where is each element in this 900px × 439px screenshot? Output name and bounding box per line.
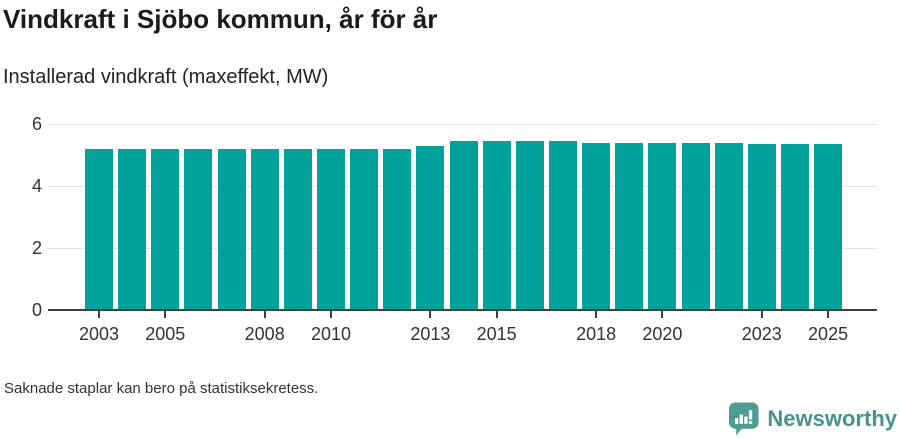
x-tick	[495, 311, 498, 318]
x-tick-label: 2018	[576, 324, 617, 344]
bar-2003	[85, 149, 113, 310]
bar-2016	[515, 141, 544, 310]
bar-2022	[714, 143, 743, 310]
bar-2017	[549, 141, 577, 310]
x-tick-label: 2008	[244, 324, 285, 344]
bar-2009	[283, 149, 312, 310]
bar-2008	[250, 149, 279, 310]
x-tick	[661, 311, 664, 318]
x-tick-label: 2015	[476, 324, 517, 344]
bar-2007	[217, 149, 246, 310]
gridline	[48, 123, 877, 125]
x-tick-label: 2005	[145, 324, 186, 344]
bar-2023	[747, 144, 776, 310]
y-axis-label: 4	[31, 176, 42, 196]
bar-2014	[449, 141, 478, 310]
x-tick	[827, 311, 830, 318]
y-axis-label: 6	[31, 114, 42, 134]
bar-2005	[151, 149, 180, 310]
footer-note: Saknade staplar kan bero på statistiksek…	[4, 380, 319, 397]
x-tick	[429, 311, 432, 318]
bar-2013	[416, 146, 445, 310]
newsworthy-wordmark: Newsworthy	[767, 406, 897, 431]
bar-2018	[582, 143, 611, 310]
y-axis-label: 0	[31, 300, 42, 320]
x-tick-label: 2020	[642, 324, 683, 344]
x-tick	[98, 311, 100, 318]
x-tick	[760, 311, 763, 318]
bar-2025	[814, 144, 843, 310]
y-axis-label: 2	[31, 238, 42, 258]
bar-2010	[317, 149, 345, 310]
bar-2021	[681, 143, 710, 310]
x-axis-line	[48, 309, 877, 311]
chart-title: Vindkraft i Sjöbo kommun, år för år	[3, 4, 438, 34]
x-tick	[595, 311, 598, 318]
x-tick-label: 2023	[741, 324, 782, 344]
bar-2020	[648, 143, 677, 310]
x-tick	[164, 311, 167, 318]
bar-2019	[615, 143, 644, 310]
bar-2011	[350, 149, 379, 310]
bar-2015	[482, 141, 511, 310]
x-tick-label: 2025	[808, 324, 849, 344]
x-tick-label: 2003	[78, 324, 120, 344]
bar-2012	[383, 149, 412, 310]
x-tick	[329, 311, 332, 318]
bar-2006	[184, 149, 213, 310]
x-tick-label: 2010	[310, 324, 351, 344]
bar-2004	[118, 149, 147, 310]
x-tick-label: 2013	[410, 324, 451, 344]
bar-2024	[780, 144, 809, 310]
chart-subtitle: Installerad vindkraft (maxeffekt, MW)	[3, 66, 329, 88]
newsworthy-icon	[728, 402, 759, 436]
newsworthy-logo: Newsworthy	[728, 402, 897, 436]
x-tick	[263, 311, 266, 318]
